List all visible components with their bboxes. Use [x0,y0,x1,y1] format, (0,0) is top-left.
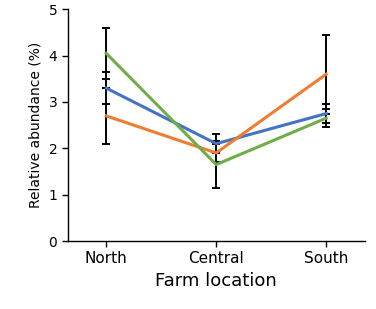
X-axis label: Farm location: Farm location [155,272,277,290]
Y-axis label: Relative abundance (%): Relative abundance (%) [29,42,43,208]
